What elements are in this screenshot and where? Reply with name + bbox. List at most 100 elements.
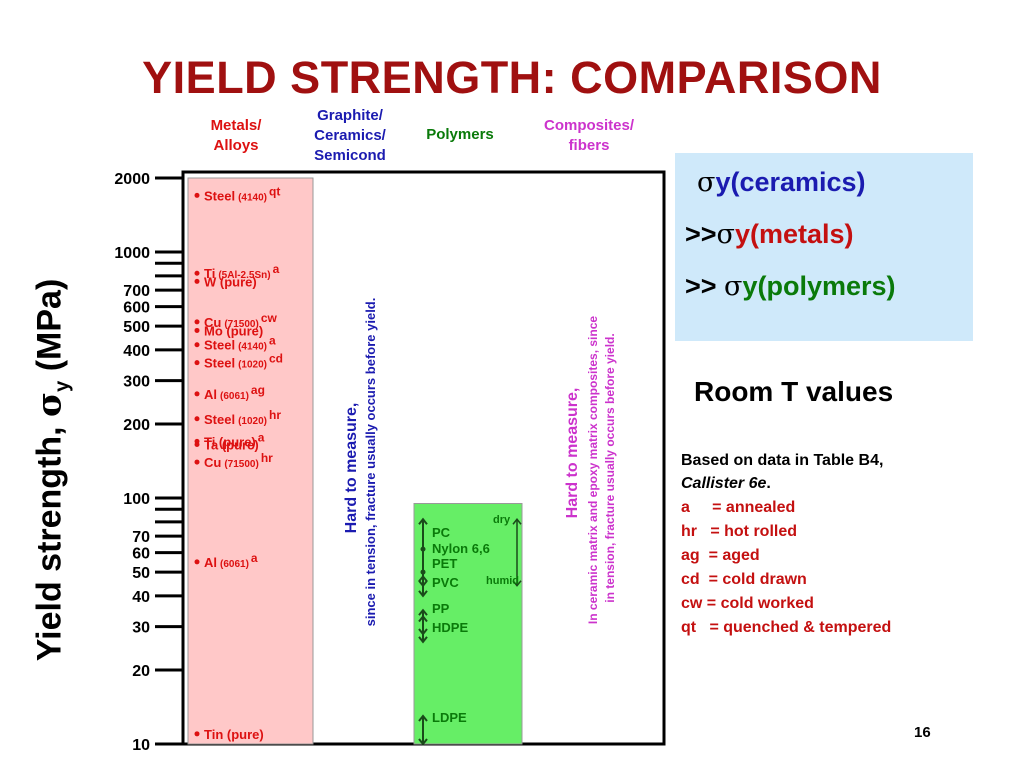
metal-condition: (5Al-2.5Sn) xyxy=(218,270,270,281)
metal-name: W (pure) xyxy=(204,274,257,289)
metal-condition: (6061) xyxy=(220,391,249,402)
metal-name: Al xyxy=(204,387,217,402)
y-tick-label: 50 xyxy=(132,565,150,582)
metal-condition: (1020) xyxy=(238,416,267,427)
legend-abbr: ag xyxy=(681,547,700,564)
metal-point-label: Steel (4140) a xyxy=(204,334,276,353)
y-tick-label: 600 xyxy=(123,300,150,317)
y-tick-label: 1000 xyxy=(114,245,150,262)
metal-name: Tin (pure) xyxy=(204,727,264,742)
legend-meaning: cold worked xyxy=(720,595,814,612)
polymer-label: Nylon 6,6 xyxy=(432,541,490,556)
metal-treatment: a xyxy=(269,334,276,348)
metal-condition: (6061) xyxy=(220,559,249,570)
legend-entry: qt = quenched & tempered xyxy=(681,619,891,637)
legend-sep: = xyxy=(699,547,723,564)
polymer-point xyxy=(420,569,426,575)
metal-condition: (1020) xyxy=(238,360,267,371)
metal-point-label: Al (6061) ag xyxy=(204,383,265,402)
legend-entry: cw = cold worked xyxy=(681,595,814,613)
metal-point-label: Cu (71500) cw xyxy=(204,311,277,330)
y-tick-label: 40 xyxy=(132,589,150,606)
metal-point xyxy=(194,391,200,397)
metal-name: Ti xyxy=(204,266,215,281)
header-metals-line1: Metals/ xyxy=(210,117,262,134)
metal-point xyxy=(194,319,200,325)
y-tick-label: 200 xyxy=(123,417,150,434)
legend-meaning: annealed xyxy=(725,499,796,516)
legend-abbr: hr xyxy=(681,523,697,540)
composites-note-body1: In ceramic matrix and epoxy matrix compo… xyxy=(586,316,600,624)
metal-point-label: Ti (5Al-2.5Sn) a xyxy=(204,262,280,281)
metal-name: Cu xyxy=(204,315,221,330)
metal-point xyxy=(194,327,200,333)
summary-metals-prefix: >> xyxy=(685,219,717,249)
metal-treatment: cw xyxy=(261,311,278,325)
metal-name: Mo (pure) xyxy=(204,323,263,338)
summary-ceramics: σy(ceramics) xyxy=(697,167,866,198)
metal-point xyxy=(194,442,200,448)
metal-name: Cu xyxy=(204,455,221,470)
source-line1: Based on data in Table B4, xyxy=(681,452,884,469)
header-composites-line1: Composites/ xyxy=(543,117,634,134)
polymer-range-arrow xyxy=(418,574,428,583)
polymer-label: LDPE xyxy=(432,710,467,725)
metal-name: Al xyxy=(204,555,217,570)
header-ceramics-line2: Ceramics/ xyxy=(314,127,386,144)
legend-abbr: a xyxy=(681,499,690,516)
header-composites-line2: fibers xyxy=(568,137,610,154)
composites-note-body2: in tension, fracture usually occurs befo… xyxy=(603,333,617,602)
nylon-range-arrow xyxy=(512,518,522,525)
summary-polymers-text: y(polymers) xyxy=(742,271,896,301)
y-tick-label: 60 xyxy=(132,546,150,563)
metal-condition: (4140) xyxy=(238,192,267,203)
y-tick-label: 400 xyxy=(123,343,150,360)
header-metals: Metals/ Alloys xyxy=(188,116,284,156)
nylon-range-arrow xyxy=(512,580,522,587)
metal-name: Steel xyxy=(204,412,235,427)
metal-point-label: Steel (1020) hr xyxy=(204,408,281,427)
y-tick-label: 30 xyxy=(132,620,150,637)
metal-point xyxy=(194,360,200,366)
metal-point-label: Ta (pure) xyxy=(204,438,259,453)
metal-treatment: qt xyxy=(269,184,280,198)
legend-abbr: cw xyxy=(681,595,703,612)
metal-point-label: Ti (pure) a xyxy=(204,430,265,449)
metal-treatment: a xyxy=(251,551,258,565)
metal-point-label: Steel (1020) cd xyxy=(204,352,283,371)
legend-sep: = xyxy=(699,571,723,588)
metal-point-label: Cu (71500) hr xyxy=(204,451,273,470)
summary-ceramics-text: y(ceramics) xyxy=(715,167,866,197)
legend-entry: ag = aged xyxy=(681,547,760,565)
legend-abbr: cd xyxy=(681,571,700,588)
polymer-range-arrow xyxy=(418,738,428,746)
polymer-label: PP xyxy=(432,601,450,616)
humid-label: humid xyxy=(486,575,519,587)
ceramics-note-title: Hard to measure, xyxy=(343,403,360,534)
polymer-label: PET xyxy=(432,556,457,571)
metal-condition: (4140) xyxy=(238,342,267,353)
polymer-range-arrow xyxy=(418,714,428,722)
metal-point-label: Mo (pure) xyxy=(204,323,263,338)
metal-treatment: a xyxy=(273,262,280,276)
metal-point xyxy=(194,559,200,565)
polymer-range-arrow xyxy=(418,517,428,525)
source-line2-end: . xyxy=(766,475,771,492)
legend-meaning: cold drawn xyxy=(722,571,807,588)
legend-meaning: hot rolled xyxy=(724,523,798,540)
polymers-range-band xyxy=(413,503,523,745)
metal-treatment: hr xyxy=(261,451,273,465)
dry-label: dry xyxy=(493,514,511,526)
metal-treatment: hr xyxy=(269,408,281,422)
ceramics-note-body: since in tension, fracture usually occur… xyxy=(363,298,378,627)
legend-entry: a = annealed xyxy=(681,499,795,517)
summary-metals-sigma: σ xyxy=(716,219,735,250)
header-ceramics: Graphite/ Ceramics/ Semicond xyxy=(294,106,406,166)
metal-point-label: Steel (4140) qt xyxy=(204,184,280,203)
metal-point-label: Al (6061) a xyxy=(204,551,258,570)
y-tick-label: 100 xyxy=(123,491,150,508)
metal-point-label: W (pure) xyxy=(204,274,257,289)
legend-abbr: qt xyxy=(681,619,697,636)
legend-sep: = xyxy=(697,523,725,540)
